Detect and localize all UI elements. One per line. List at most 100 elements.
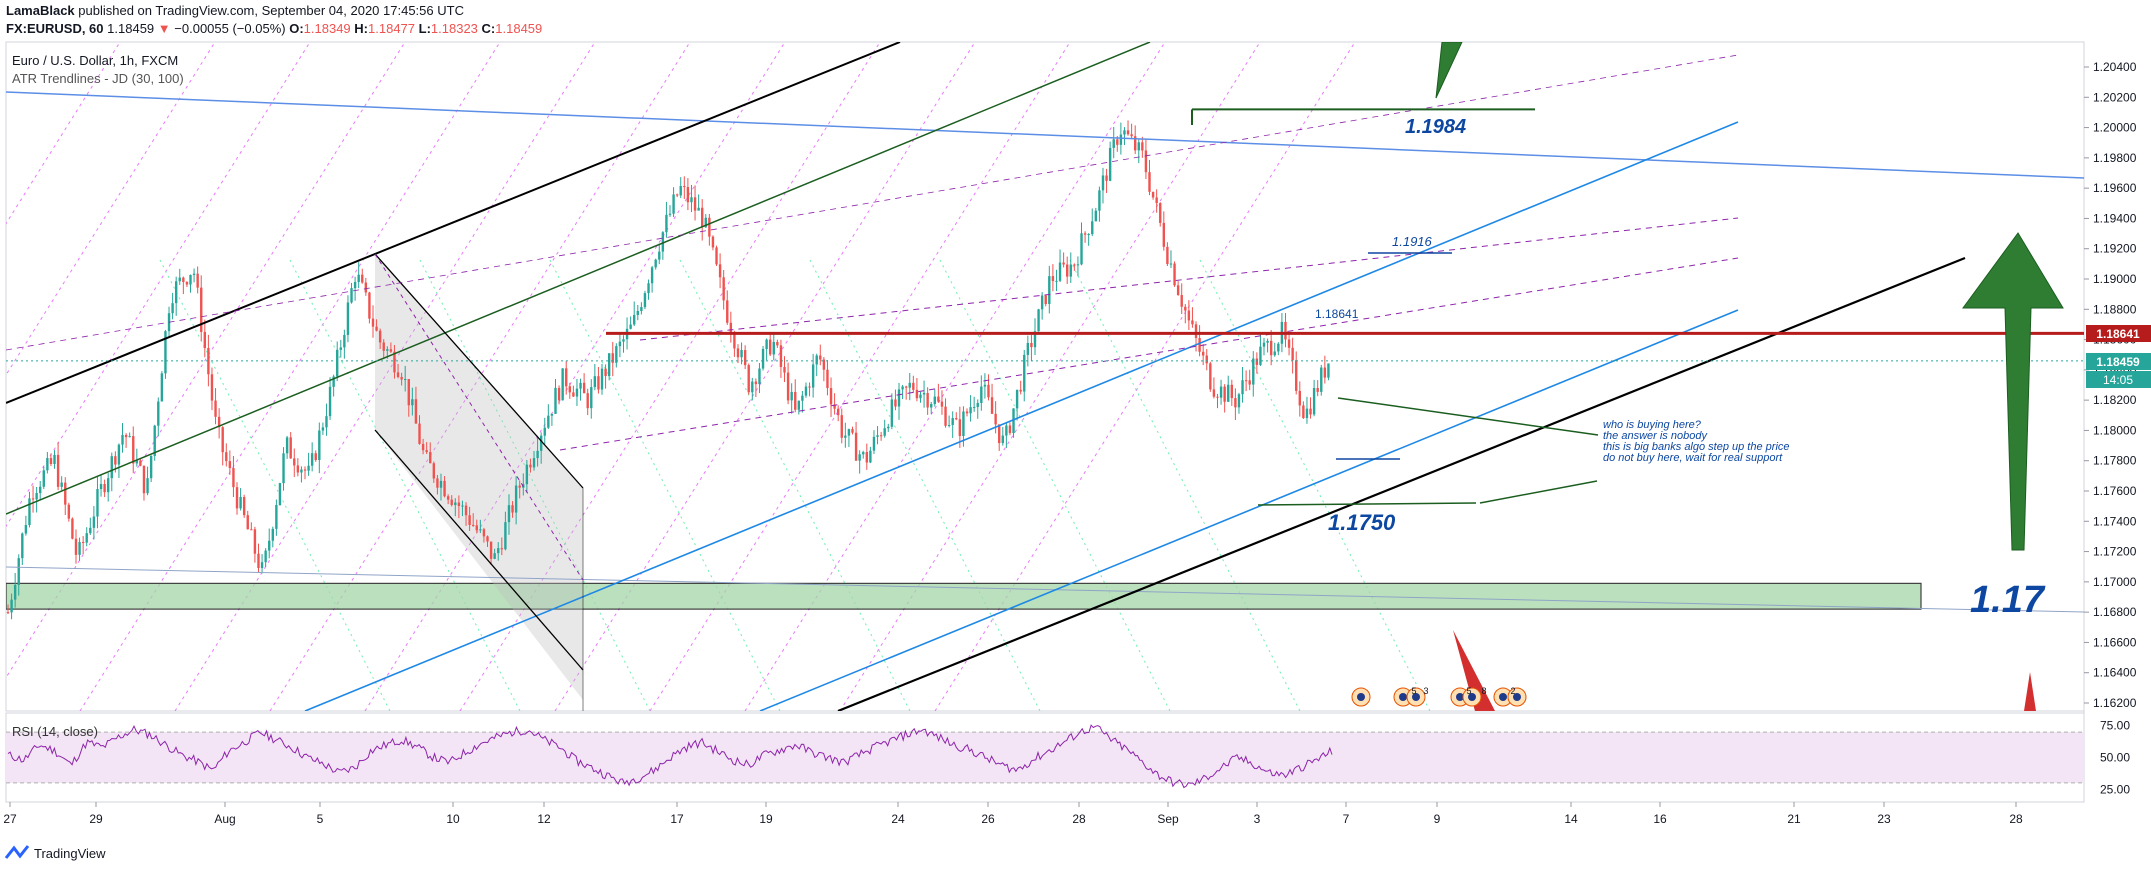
price-tick-label: 1.16200	[2093, 696, 2137, 710]
economic-event-flag	[1499, 693, 1507, 701]
candle-body	[110, 456, 113, 479]
atr-trendline-up	[934, 42, 1356, 711]
candle-body	[582, 382, 586, 394]
note-pointer-line	[1337, 397, 1599, 436]
candle-body	[71, 518, 74, 539]
time-tick-label: 12	[537, 812, 551, 826]
candle-body	[482, 529, 486, 537]
background-trendlines	[6, 42, 1431, 711]
candle-body	[987, 384, 990, 398]
top-green-arrow-icon	[1435, 42, 1463, 99]
candle-body	[1062, 262, 1065, 265]
time-tick-label: 23	[1877, 812, 1891, 826]
candle-body	[897, 389, 901, 407]
candle-body	[1051, 276, 1055, 282]
candle-body	[887, 426, 890, 429]
author-name[interactable]: LamaBlack	[6, 3, 75, 18]
candle-body	[1259, 346, 1262, 365]
candle-body	[74, 538, 78, 555]
resistance-tag-text: 1.18641	[2096, 327, 2140, 341]
candle-body	[1209, 363, 1212, 390]
candle-body	[951, 418, 954, 425]
candle-body	[579, 382, 582, 389]
candle-body	[915, 389, 919, 399]
candle-body	[718, 264, 722, 278]
candle-body	[228, 461, 232, 469]
candle-body	[854, 432, 858, 461]
candle-body	[525, 464, 529, 485]
economic-event-flag	[1412, 693, 1420, 701]
time-tick-label: 3	[1254, 812, 1261, 826]
candle-body	[239, 497, 242, 509]
high-value: 1.18477	[368, 21, 416, 36]
candle-body	[1227, 384, 1230, 402]
candle-body	[1241, 380, 1244, 395]
candle-body	[547, 415, 550, 428]
candle-body	[1194, 324, 1198, 339]
candle-body	[278, 483, 282, 505]
candle-body	[604, 368, 607, 377]
close-label: C:	[481, 21, 496, 36]
atr-trendline-down	[159, 259, 391, 711]
support-zone	[6, 582, 1922, 610]
candle-body	[500, 548, 504, 550]
candle-body	[747, 365, 750, 393]
candle-body	[754, 381, 758, 385]
event-badge-count: 3	[1423, 686, 1428, 696]
published-text: published on TradingView.com, September …	[78, 3, 464, 18]
candle-body	[353, 281, 357, 289]
candle-body	[64, 482, 67, 505]
economic-event-flag	[1357, 693, 1365, 701]
price-axis[interactable]: 1.20400 1.20200 1.20000 1.19800 1.19600 1.194…	[2084, 60, 2137, 710]
time-tick-label: 7	[1343, 812, 1350, 826]
time-axis[interactable]: 27 29 Aug 5 10 12 17 19 24 26 28 Sep 3 7 9 14 16 21 23 28	[3, 802, 2023, 826]
last-price: 1.18459	[107, 21, 155, 36]
tradingview-logo-icon[interactable]	[4, 845, 30, 859]
candle-body	[210, 374, 214, 401]
candle-body	[1073, 264, 1076, 266]
candle-body	[182, 277, 185, 283]
candle-body	[250, 529, 253, 531]
candle-body	[89, 527, 92, 534]
candle-body	[715, 247, 718, 265]
candle-body	[890, 399, 894, 427]
candle-body	[1216, 396, 1219, 398]
candle-body	[962, 411, 965, 437]
candle-body	[1305, 408, 1309, 419]
candle-body	[600, 368, 604, 390]
candle-body	[264, 550, 267, 563]
candle-body	[722, 277, 725, 301]
candle-body	[300, 469, 303, 473]
candle-body	[994, 413, 997, 425]
candle-body	[1169, 263, 1173, 265]
candle-body	[726, 300, 729, 323]
drawings-layer: 1.1984 1.1916 1.18641 1.1750 1.17 who is buyi…	[6, 42, 2084, 711]
zones-layer	[6, 254, 1922, 700]
time-tick-label: Aug	[214, 812, 235, 826]
candle-body	[672, 194, 675, 214]
atr-trendline-up	[6, 42, 406, 679]
candle-body	[439, 480, 443, 488]
candle-body	[1091, 221, 1094, 235]
candle-body	[92, 516, 96, 528]
candle-body	[532, 458, 536, 468]
candle-body	[1291, 347, 1294, 361]
atr-trendline-up	[79, 42, 501, 711]
candle-body	[618, 341, 622, 347]
candle-body	[708, 217, 711, 237]
price-pane[interactable]	[5, 41, 2085, 712]
candle-body	[443, 480, 446, 497]
candle-body	[550, 413, 554, 416]
candle-body	[704, 217, 707, 228]
brand-name[interactable]: TradingView	[34, 846, 106, 861]
candle-body	[1248, 380, 1251, 385]
candle-body	[514, 485, 518, 513]
time-tick-label: 10	[446, 812, 460, 826]
candle-body	[833, 404, 836, 409]
candle-body	[332, 376, 335, 387]
candle-body	[1148, 172, 1151, 192]
rsi-band	[6, 732, 2084, 783]
chart-title: Euro / U.S. Dollar, 1h, FXCM	[12, 53, 179, 68]
candle-body	[947, 424, 951, 426]
